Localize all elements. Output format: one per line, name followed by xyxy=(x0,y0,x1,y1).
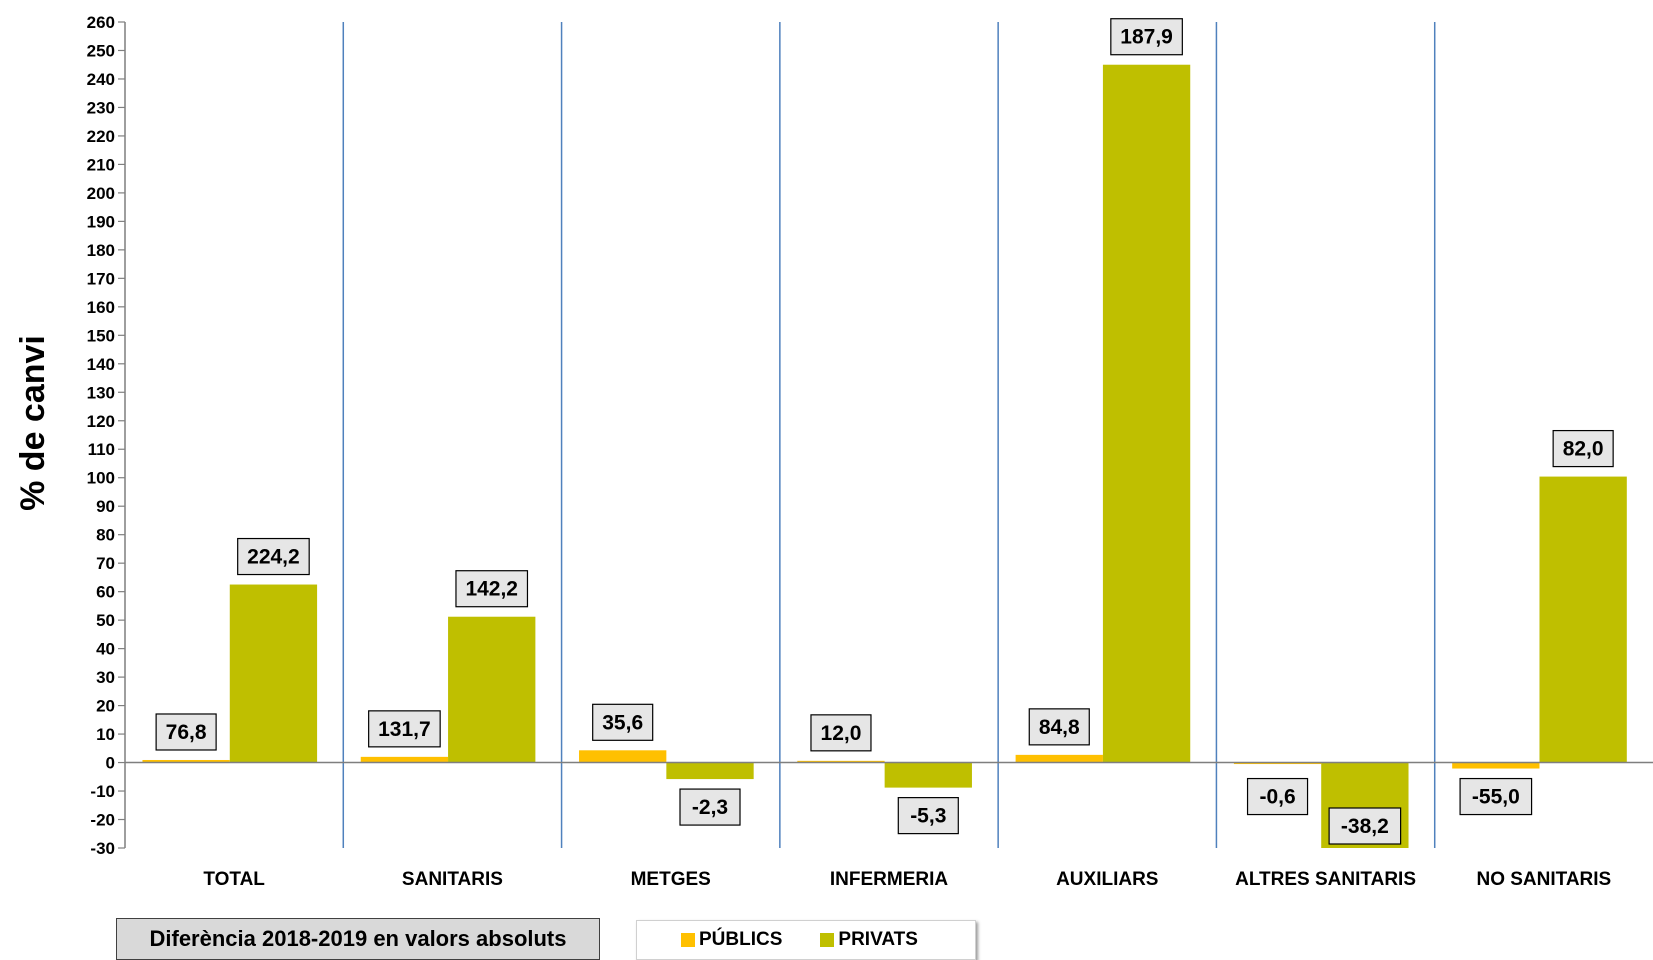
bar-privats xyxy=(1539,476,1627,763)
data-label: -55,0 xyxy=(1472,786,1520,809)
y-tick-label: 80 xyxy=(96,526,115,545)
y-tick-label: 150 xyxy=(87,326,115,345)
data-label: -0,6 xyxy=(1259,786,1295,809)
legend-label-publics: PÚBLICS xyxy=(699,929,783,950)
y-tick-label: 40 xyxy=(96,640,115,659)
data-label-box xyxy=(1328,807,1402,845)
y-tick-label: 260 xyxy=(87,13,115,32)
y-tick-label: -30 xyxy=(90,839,115,858)
legend-item-publics: PÚBLICS xyxy=(681,929,782,951)
data-label: -38,2 xyxy=(1341,815,1389,838)
category-label: NO SANITARIS xyxy=(1476,869,1611,890)
data-label-box xyxy=(155,713,217,751)
category-label: ALTRES SANITARIS xyxy=(1235,869,1416,890)
y-tick-label: 50 xyxy=(96,611,115,630)
legend-label-privats: PRIVATS xyxy=(838,929,918,950)
data-label: 142,2 xyxy=(465,578,518,601)
category-label: METGES xyxy=(631,869,711,890)
data-label-box xyxy=(592,703,654,741)
legend: PÚBLICS PRIVATS xyxy=(636,920,976,960)
y-tick-label: -20 xyxy=(90,811,115,830)
data-label-box xyxy=(1459,777,1533,816)
bar-privats xyxy=(229,584,318,763)
category-label: AUXILIARS xyxy=(1056,869,1158,890)
bars xyxy=(142,64,1627,848)
bar-publics xyxy=(1452,762,1540,769)
category-labels: TOTAL SANITARIS METGES INFERMERIA AUXILIARS A… xyxy=(203,869,1611,890)
data-label: 131,7 xyxy=(378,718,431,741)
y-tick-label: 110 xyxy=(88,440,115,459)
y-tick-label: 100 xyxy=(87,469,115,488)
y-tick-label: 210 xyxy=(87,155,115,174)
y-tick-label: 90 xyxy=(96,497,115,516)
y-axis: -30 -20 -10 0 10 20 30 40 50 60 70 80 90 100 110 120 130… xyxy=(87,13,126,858)
chart: -30 -20 -10 0 10 20 30 40 50 60 70 80 90 100 110 120 130… xyxy=(14,13,1653,890)
y-tick-label: 230 xyxy=(87,98,115,117)
note-box: Diferència 2018-2019 en valors absoluts xyxy=(116,918,600,960)
bar-privats xyxy=(1102,64,1191,763)
category-label: TOTAL xyxy=(203,869,265,890)
data-label: -2,3 xyxy=(692,796,728,819)
data-labels: 76,8 131,7 35,6 12,0 84,8 -0,6 -55,0 224,2 142,2… xyxy=(155,18,1614,845)
data-label: 35,6 xyxy=(602,711,643,734)
y-tick-label: 30 xyxy=(96,668,115,687)
data-label: 84,8 xyxy=(1039,716,1080,739)
y-tick-label: 20 xyxy=(96,697,115,716)
y-tick-label: 70 xyxy=(96,554,115,573)
data-label: 224,2 xyxy=(247,546,300,569)
y-axis-title: % de canvi xyxy=(14,335,52,511)
bar-privats xyxy=(884,762,972,788)
data-label: 82,0 xyxy=(1563,438,1604,461)
data-label-box xyxy=(1028,708,1090,746)
bar-publics xyxy=(142,759,230,763)
data-label-box xyxy=(679,788,741,826)
data-label-box xyxy=(810,714,872,752)
y-tick-label: 220 xyxy=(87,127,115,146)
bar-publics xyxy=(360,756,449,763)
legend-swatch-privats xyxy=(820,933,835,947)
y-tick-label: 120 xyxy=(87,412,115,431)
data-label-box xyxy=(897,797,959,835)
y-tick-label: 60 xyxy=(96,583,115,602)
data-label-box xyxy=(1246,777,1309,816)
data-label-box xyxy=(237,537,310,576)
data-label: 12,0 xyxy=(821,722,862,745)
y-tick-label: 190 xyxy=(87,212,115,231)
data-label: -5,3 xyxy=(910,805,946,828)
y-tick-label: 0 xyxy=(106,754,115,773)
legend-item-privats: PRIVATS xyxy=(820,929,918,951)
category-dividers xyxy=(342,22,1436,848)
bar-publics xyxy=(797,760,885,763)
category-label: INFERMERIA xyxy=(830,869,949,890)
bar-publics xyxy=(1015,754,1103,763)
data-label-box xyxy=(368,710,441,748)
y-tick-label: 170 xyxy=(87,269,115,288)
y-tick-label: -10 xyxy=(90,782,115,801)
category-label: SANITARIS xyxy=(402,869,503,890)
data-label: 187,9 xyxy=(1120,26,1173,49)
y-tick-label: 250 xyxy=(87,41,115,60)
y-tick-label: 10 xyxy=(96,725,115,744)
y-tick-label: 180 xyxy=(87,241,115,260)
bar-publics xyxy=(579,750,667,763)
data-label: 76,8 xyxy=(166,721,207,744)
y-tick-label: 130 xyxy=(87,383,115,402)
data-label-box xyxy=(1110,18,1183,56)
y-tick-label: 200 xyxy=(87,184,115,203)
y-tick-label: 160 xyxy=(87,298,115,317)
bar-privats xyxy=(666,762,754,780)
y-tick-label: 240 xyxy=(87,70,115,89)
bar-privats xyxy=(448,616,536,763)
y-tick-label: 140 xyxy=(87,355,115,374)
legend-swatch-publics xyxy=(681,933,695,947)
data-label-box xyxy=(455,570,529,608)
data-label-box xyxy=(1552,429,1614,468)
